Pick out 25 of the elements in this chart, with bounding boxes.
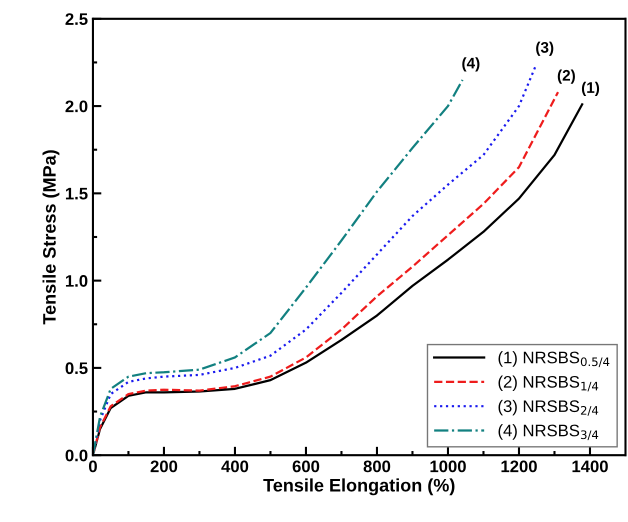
legend-label: (3) NRSBS$_{2/4}$ [498,400,598,416]
x-tick-label: 600 [292,460,320,472]
y-tick-label: 2.5 [65,13,88,25]
annotation: (1) [582,82,600,96]
x-tick-label: 1400 [572,460,608,472]
y-tick-label: 1.5 [66,188,88,200]
x-tick-label: 0 [88,460,97,472]
x-tick-label: 800 [364,460,390,472]
x-tick-label: 1000 [430,460,466,472]
x-axis-title: Tensile Elongation (%) [263,478,454,496]
y-tick-label: 0.5 [66,362,88,374]
annotation: (4) [462,57,480,72]
annotation: (3) [536,42,554,56]
x-tick-label: 1200 [501,460,537,472]
annotation: (2) [558,70,575,84]
legend-label: (2) NRSBS$_{1/4}$ [498,376,598,392]
legend-label: (1) NRSBS$_{0.5/4}$ [498,351,610,368]
y-tick-label: 2.0 [65,100,88,112]
x-tick-label: 200 [150,460,178,472]
x-tick-label: 400 [221,460,248,472]
y-axis-title: Tensile Stress (MPa) [42,150,60,324]
y-tick-label: 1.0 [66,275,88,287]
legend-label: (4) NRSBS$_{3/4}$ [498,424,598,440]
line-series [92,78,464,456]
y-tick-label: 0.0 [66,450,88,462]
